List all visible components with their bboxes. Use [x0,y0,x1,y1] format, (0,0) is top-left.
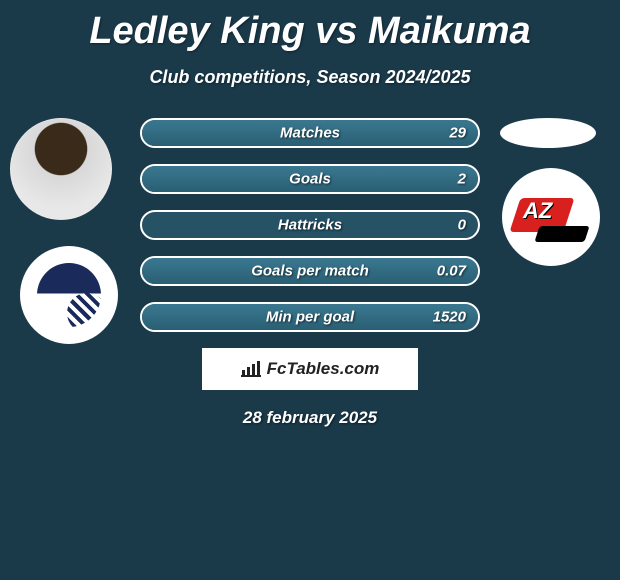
brand-text: FcTables.com [267,359,380,379]
stat-bar: Min per goal 1520 [140,302,480,332]
stat-label: Goals per match [251,263,369,280]
date-label: 28 february 2025 [0,408,620,428]
stat-bar: Hattricks 0 [140,210,480,240]
stat-value-right: 0.07 [437,263,466,280]
subtitle: Club competitions, Season 2024/2025 [0,67,620,88]
player-left-avatar [10,118,112,220]
stat-bar: Goals per match 0.07 [140,256,480,286]
player-left-club-badge [20,246,118,344]
stat-value-right: 2 [458,171,466,188]
player-right-club-badge: AZ [502,168,600,266]
bar-chart-icon [241,361,261,377]
stat-bar: Matches 29 [140,118,480,148]
stat-value-right: 29 [449,125,466,142]
stat-label: Goals [289,171,331,188]
stat-bars: Matches 29 Goals 2 Hattricks 0 Goals per… [140,118,480,332]
comparison-panel: AZ Matches 29 Goals 2 Hattricks 0 Goals … [0,118,620,428]
stat-label: Matches [280,125,340,142]
stat-label: Min per goal [266,309,354,326]
player-right-avatar [500,118,596,148]
stat-label: Hattricks [278,217,342,234]
page-title: Ledley King vs Maikuma [0,0,620,53]
stat-value-right: 1520 [433,309,466,326]
brand-badge: FcTables.com [202,348,418,390]
stat-bar: Goals 2 [140,164,480,194]
stat-value-right: 0 [458,217,466,234]
